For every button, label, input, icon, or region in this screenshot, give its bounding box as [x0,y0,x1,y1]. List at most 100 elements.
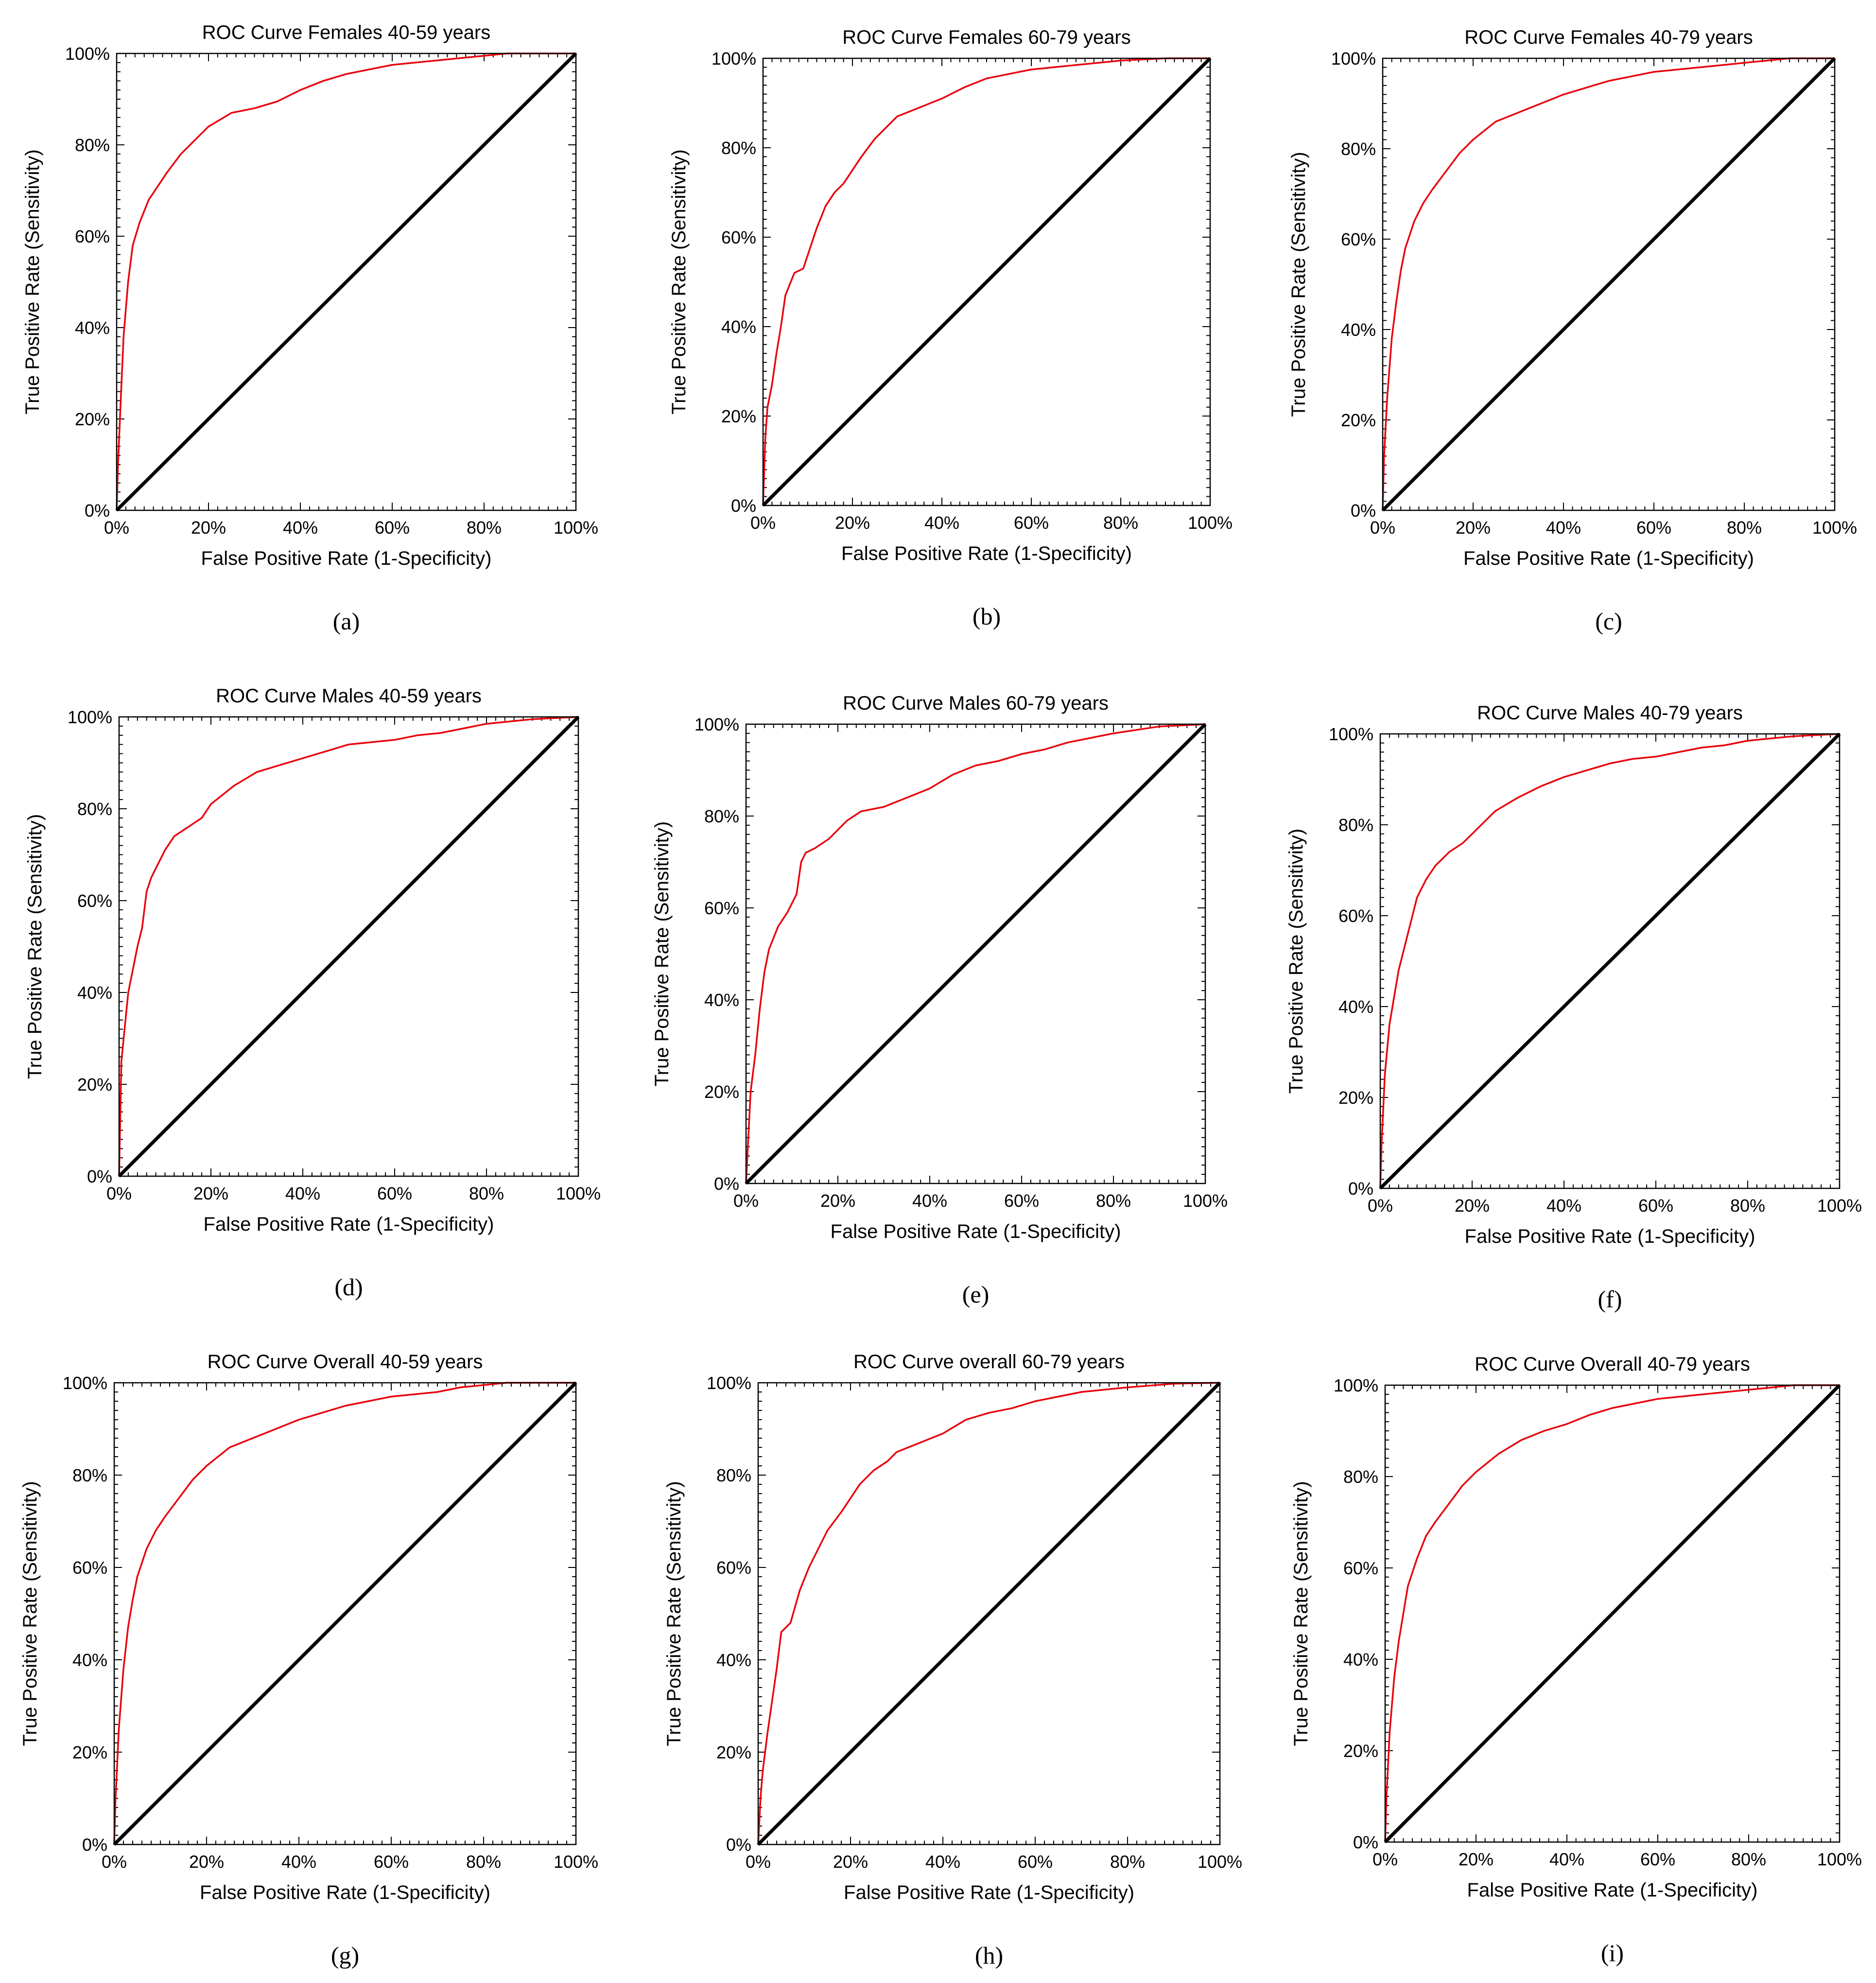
x-tick-label: 100% [554,518,598,538]
y-tick-label: 100% [1331,49,1376,69]
y-tick-label: 40% [721,317,756,337]
y-tick-label: 100% [1329,724,1373,744]
y-tick-label: 100% [712,49,756,69]
chart-title: ROC Curve Males 40-59 years [216,685,482,707]
x-tick-label: 0% [102,1852,127,1872]
y-tick-label: 40% [716,1650,751,1670]
minor-ticks [119,716,579,1177]
plot-frame [118,716,579,1177]
roc-panel: ROC Curve Males 60-79 years 0% 20% 40% 60% 80… [651,693,1228,1308]
y-tick-label: 80% [75,135,110,155]
y-tick-label: 0% [1353,1832,1378,1852]
roc-curve-line [745,723,1206,1184]
chart-title: ROC Curve Females 40-59 years [202,22,491,43]
x-tick-label: 60% [1636,518,1671,538]
diagonal-reference-line [1384,1384,1841,1844]
panel-caption: (b) [973,603,1001,630]
x-tick-label: 20% [1456,518,1491,538]
x-tick-label: 100% [556,1183,601,1203]
x-tick-label: 80% [1110,1852,1145,1872]
x-axis-label: False Positive Rate (1-Specificity) [1465,1226,1755,1247]
y-tick-label: 80% [1343,1467,1378,1487]
x-tick-label: 80% [1096,1191,1131,1211]
roc-panel: ROC Curve Overall 40-59 years 0% 20% 40% 60%… [19,1351,598,1969]
y-tick-label: 40% [1343,1650,1378,1670]
diagonal-reference-line [1381,57,1836,512]
x-tick-label: 60% [1638,1196,1673,1216]
y-tick-label: 60% [77,891,112,911]
y-tick-label: 80% [72,1465,107,1485]
x-tick-label: 40% [285,1183,320,1203]
x-tick-label: 0% [1372,1849,1398,1869]
y-tick-label: 0% [714,1174,739,1194]
y-tick-label: 20% [721,406,756,426]
minor-ticks [116,53,576,511]
x-axis-label: False Positive Rate (1-Specificity) [831,1221,1121,1242]
x-tick-label: 20% [1455,1196,1490,1216]
x-tick-label: 100% [1812,518,1857,538]
x-tick-label: 60% [1014,513,1049,533]
x-tick-label: 40% [1546,518,1581,538]
x-tick-label: 80% [1103,513,1138,533]
x-tick-label: 100% [554,1852,598,1872]
roc-panel: ROC Curve Females 40-79 years 0% 20% 40% 60%… [1288,27,1857,635]
x-axis-label: False Positive Rate (1-Specificity) [201,548,492,569]
chart-title: ROC Curve Overall 40-79 years [1475,1354,1750,1375]
chart-title: ROC Curve Females 40-79 years [1464,27,1753,48]
roc-curve-line [1379,733,1840,1189]
diagonal-reference-line [118,715,580,1178]
plot-frame [1382,57,1836,511]
minor-ticks [746,724,1206,1184]
y-axis-label: True Positive Rate (Sensitivity) [651,821,673,1086]
y-tick-label: 60% [75,226,110,246]
x-tick-label: 20% [1459,1849,1494,1869]
x-tick-label: 20% [193,1183,228,1203]
x-tick-label: 100% [1183,1191,1228,1211]
x-tick-label: 60% [375,518,410,538]
y-tick-label: 60% [721,227,756,247]
panel-caption: (g) [331,1942,359,1969]
x-tick-label: 0% [733,1191,759,1211]
diagonal-reference-line [745,723,1207,1185]
roc-curve-line [118,716,579,1177]
x-tick-label: 20% [820,1191,855,1211]
y-tick-label: 0% [85,501,110,521]
x-tick-label: 40% [924,513,959,533]
roc-panel: ROC Curve overall 60-79 years 0% 20% 40% 60%… [663,1351,1242,1969]
x-tick-label: 80% [466,1852,501,1872]
y-tick-label: 100% [68,707,112,727]
x-tick-label: 80% [469,1183,504,1203]
x-tick-label: 80% [467,518,502,538]
y-axis-label: True Positive Rate (Sensitivity) [1290,1481,1312,1746]
x-tick-label: 0% [750,513,776,533]
y-tick-label: 40% [72,1650,107,1670]
x-axis-label: False Positive Rate (1-Specificity) [200,1882,490,1903]
x-tick-label: 60% [1640,1849,1675,1869]
chart-title: ROC Curve overall 60-79 years [853,1351,1125,1373]
roc-curve-line [762,57,1210,506]
panel-caption: (d) [334,1273,363,1301]
y-tick-label: 0% [726,1835,751,1855]
x-tick-label: 100% [1817,1849,1862,1869]
y-tick-label: 100% [1334,1375,1378,1395]
plot-frame [762,57,1211,506]
y-tick-label: 20% [1338,1088,1373,1108]
x-tick-label: 80% [1730,1196,1765,1216]
roc-curve-line [116,52,576,511]
y-axis-label: True Positive Rate (Sensitivity) [1288,152,1309,417]
x-tick-label: 40% [1549,1849,1584,1869]
y-tick-label: 20% [72,1742,107,1762]
roc-curve-line [757,1382,1220,1845]
y-axis-label: True Positive Rate (Sensitivity) [22,149,43,414]
x-tick-label: 80% [1727,518,1762,538]
x-tick-label: 20% [833,1852,868,1872]
x-tick-label: 20% [189,1852,224,1872]
y-tick-label: 60% [1338,906,1373,926]
diagonal-reference-line [115,52,577,512]
y-axis-label: True Positive Rate (Sensitivity) [19,1481,41,1746]
y-tick-label: 80% [1341,139,1376,159]
chart-title: ROC Curve Males 40-79 years [1477,702,1743,724]
y-tick-label: 60% [716,1558,751,1578]
y-axis-label: True Positive Rate (Sensitivity) [1285,829,1307,1094]
y-axis-label: True Positive Rate (Sensitivity) [668,149,690,414]
